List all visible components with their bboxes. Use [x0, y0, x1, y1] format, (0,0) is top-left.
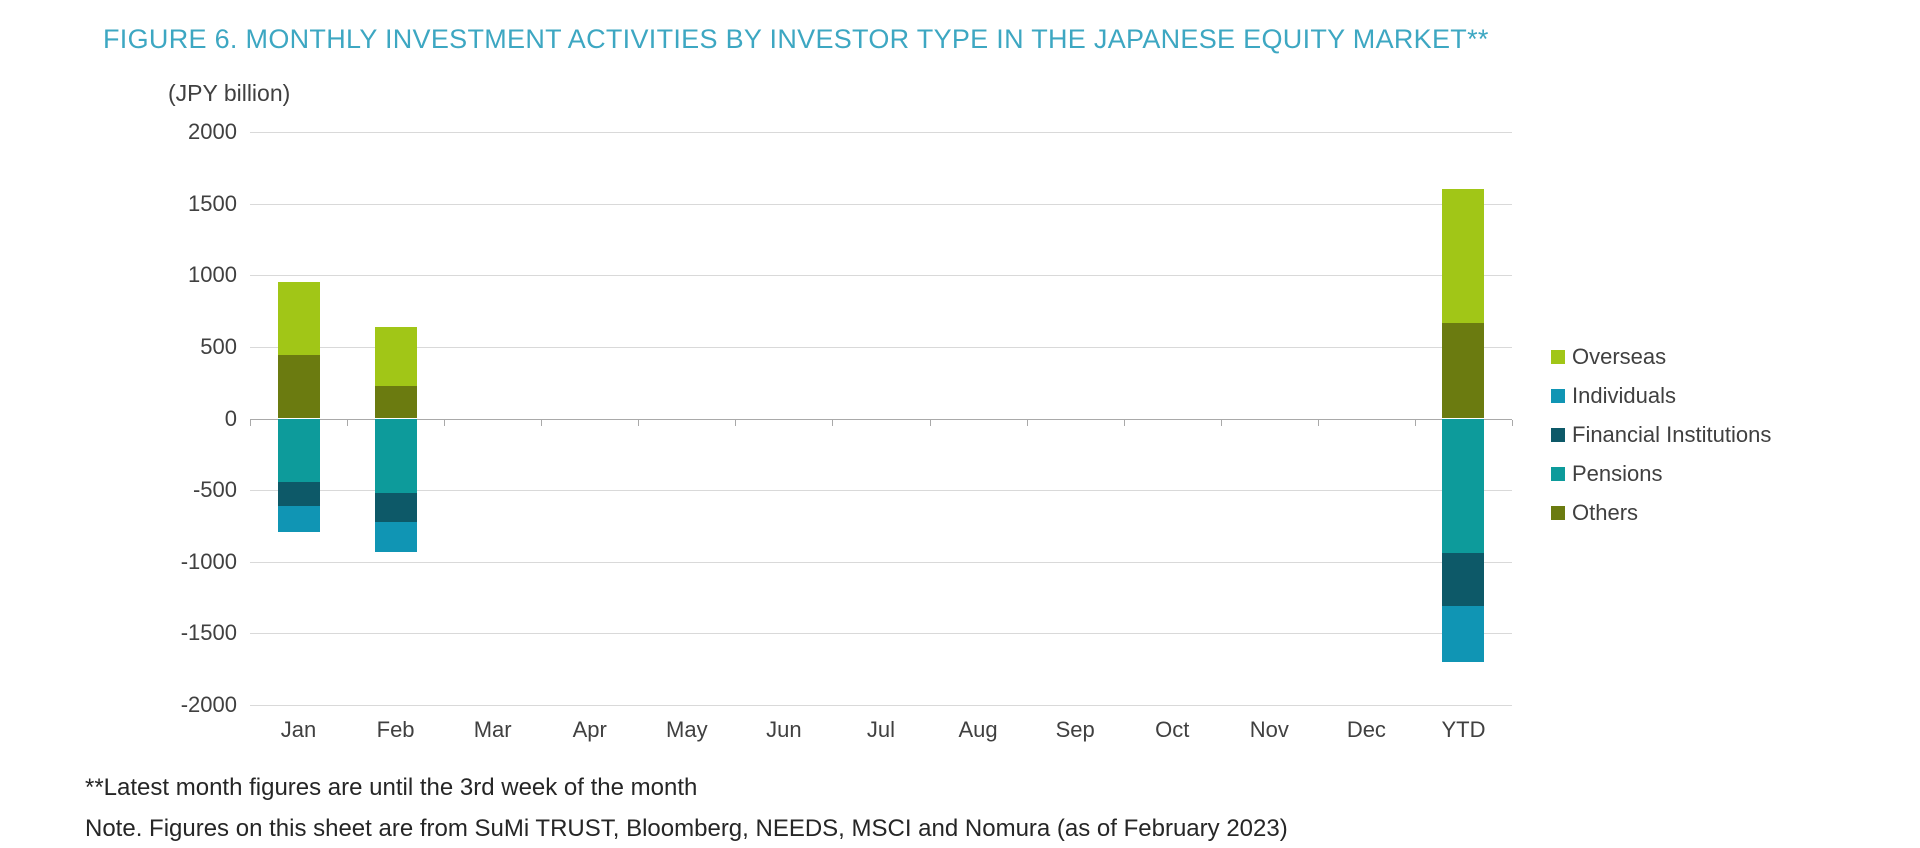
zero-axis-tick [832, 419, 834, 426]
footnote-latest-month: **Latest month figures are until the 3rd… [85, 774, 698, 801]
bar-segment [1442, 606, 1485, 663]
x-axis-label: Jan [280, 717, 317, 742]
y-axis-tick-label: 500 [200, 333, 237, 359]
chart-legend: Overseas Individuals Financial Institution… [1551, 337, 1771, 532]
bar-segment [277, 418, 320, 482]
zero-axis-tick [1512, 419, 1513, 426]
x-axis-label: Apr [572, 717, 607, 742]
legend-item: Overseas [1551, 337, 1771, 376]
zero-axis-tick [541, 419, 543, 426]
bar-segment [374, 385, 417, 419]
zero-axis-tick [1123, 419, 1125, 426]
zero-axis-tick [1026, 419, 1028, 426]
gridline [250, 490, 1512, 492]
zero-axis-tick [735, 419, 737, 426]
x-axis-label: May [666, 717, 708, 742]
bar-segment [1442, 322, 1485, 419]
legend-swatch-icon [1551, 466, 1565, 481]
legend-item: Financial Institutions [1551, 415, 1771, 454]
y-axis-tick-label: -1000 [180, 548, 237, 574]
gridline [250, 203, 1512, 205]
x-axis-label: Aug [958, 717, 998, 742]
footnote-source: Note. Figures on this sheet are from SuM… [85, 815, 1288, 842]
bar-segment [1442, 418, 1485, 554]
x-axis-label: Dec [1346, 717, 1386, 742]
zero-axis-tick [250, 419, 251, 426]
x-axis-label: Sep [1055, 717, 1095, 742]
zero-axis-line [250, 418, 1512, 420]
gridline [250, 705, 1512, 706]
bar-segment [277, 282, 320, 356]
bar-segment [1442, 553, 1485, 607]
x-axis-label: Feb [376, 717, 415, 742]
legend-swatch-icon [1551, 349, 1565, 364]
bar-segment [1442, 189, 1485, 323]
x-axis-label: Jun [766, 717, 802, 742]
chart-title: FIGURE 6. MONTHLY INVESTMENT ACTIVITIES … [103, 24, 1489, 54]
y-axis-tick-label: 1000 [188, 262, 237, 288]
gridline [250, 633, 1512, 635]
zero-axis-tick [1414, 419, 1416, 426]
legend-label: Overseas [1572, 343, 1667, 369]
zero-axis-tick [638, 419, 640, 426]
legend-item: Individuals [1551, 376, 1771, 415]
gridline [250, 275, 1512, 277]
legend-item: Pensions [1551, 454, 1771, 493]
zero-axis-tick [1220, 419, 1222, 426]
legend-label: Financial Institutions [1572, 421, 1772, 447]
x-axis-label: Mar [473, 717, 512, 742]
legend-swatch-icon [1551, 388, 1565, 403]
legend-swatch-icon [1551, 427, 1565, 442]
x-axis-label: Jul [866, 717, 896, 742]
bar-segment [374, 418, 417, 493]
y-axis-tick-label: -500 [192, 477, 237, 503]
bar-segment [277, 505, 320, 532]
bar-segment [277, 481, 320, 506]
legend-label: Individuals [1572, 382, 1676, 408]
y-axis-unit-label: (JPY billion) [168, 80, 291, 106]
bar-segment [277, 355, 320, 419]
x-axis-label: Nov [1249, 717, 1289, 742]
y-axis-tick-label: -2000 [180, 692, 237, 717]
legend-item: Others [1551, 493, 1771, 532]
legend-label: Pensions [1572, 460, 1663, 486]
y-axis-tick-label: 2000 [188, 119, 237, 144]
gridline [250, 346, 1512, 348]
x-axis-label: Oct [1155, 717, 1190, 742]
x-axis-label: YTD [1441, 717, 1486, 742]
y-axis-tick-label: 1500 [188, 190, 237, 216]
gridline [250, 561, 1512, 563]
y-axis-tick-label: 0 [224, 405, 237, 431]
legend-label: Others [1572, 499, 1639, 525]
gridline [250, 132, 1512, 133]
zero-axis-tick [929, 419, 931, 426]
bar-segment [374, 521, 417, 552]
legend-swatch-icon [1551, 505, 1565, 520]
y-axis-tick-label: -1500 [180, 620, 237, 646]
zero-axis-tick [444, 419, 446, 426]
zero-axis-tick [347, 419, 349, 426]
zero-axis-tick [1317, 419, 1319, 426]
bar-segment [374, 492, 417, 522]
bar-segment [374, 326, 417, 386]
